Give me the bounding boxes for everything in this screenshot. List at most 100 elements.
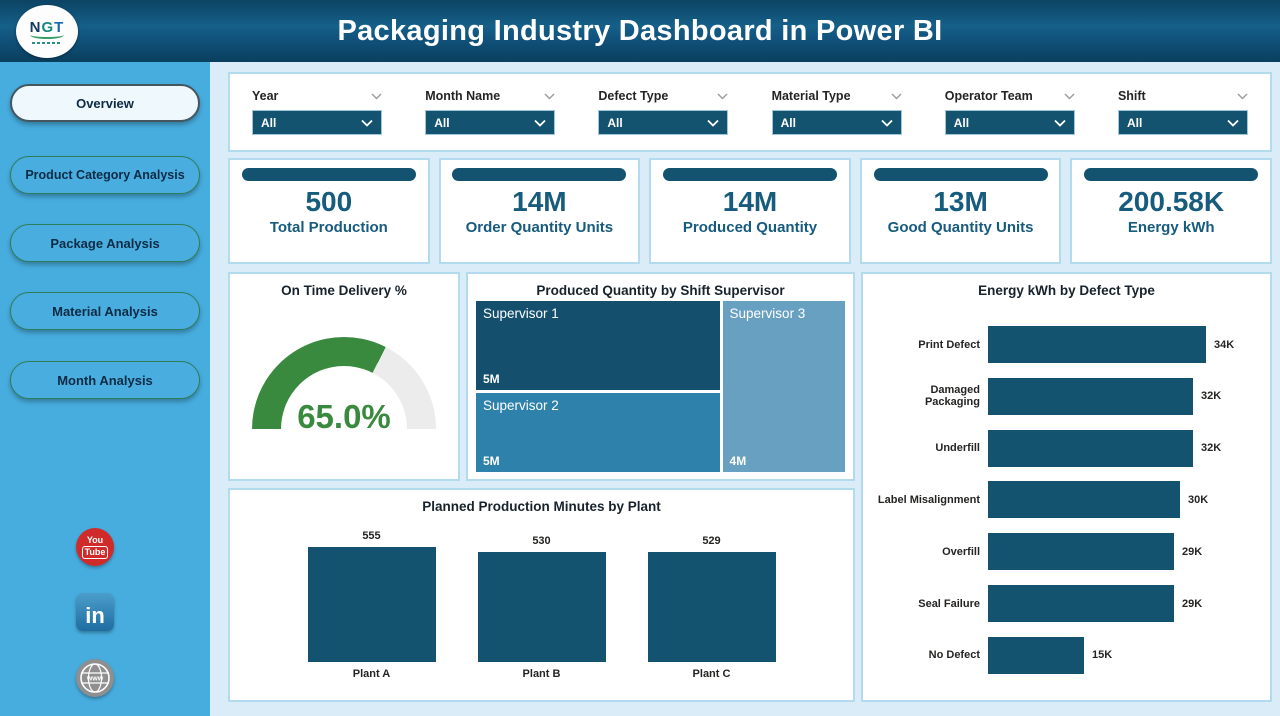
energy-bar-chart-panel: Energy kWh by Defect Type Print Defect 3…	[861, 272, 1272, 702]
gauge-value: 65.0%	[297, 398, 391, 435]
treemap-cell-supervisor-2[interactable]: Supervisor 2 5M	[476, 392, 720, 472]
sidebar-item-material-analysis[interactable]: Material Analysis	[10, 292, 200, 330]
kpi-card-produced-quantity: 14M Produced Quantity	[649, 158, 851, 264]
chevron-down-icon	[1237, 93, 1248, 99]
kpi-label: Order Quantity Units	[465, 219, 614, 236]
treemap-cell-supervisor-3[interactable]: Supervisor 3 4M	[722, 301, 845, 472]
slicer-label: Year	[252, 89, 279, 103]
kpi-card-total-production: 500 Total Production	[228, 158, 430, 264]
slicer-month-name-header[interactable]: Month Name	[425, 89, 555, 103]
slicer-label: Material Type	[771, 89, 851, 103]
bar-row: Label Misalignment 30K	[873, 481, 1260, 519]
slicer-defect-type: Defect Type All	[598, 89, 729, 135]
slicer-label: Shift	[1117, 89, 1146, 103]
chevron-down-icon	[1054, 119, 1066, 127]
slicer-month-name-dropdown[interactable]: All	[425, 110, 556, 135]
website-globe-icon[interactable]: www	[76, 659, 114, 697]
slicer-shift-dropdown[interactable]: All	[1117, 110, 1248, 135]
chevron-down-icon	[1227, 119, 1239, 127]
plant-chart-title: Planned Production Minutes by Plant	[422, 499, 661, 514]
column-plant-a: 555	[307, 520, 436, 662]
logo-tagline	[32, 41, 62, 44]
company-logo: NGT	[16, 5, 78, 58]
slicer-defect-type-dropdown[interactable]: All	[598, 110, 729, 135]
kpi-row: 500 Total Production 14M Order Quantity …	[228, 158, 1272, 264]
bar-no-defect[interactable]	[988, 636, 1084, 674]
slicer-material-type-header[interactable]: Material Type	[772, 89, 902, 103]
bar-print-defect[interactable]	[988, 326, 1206, 363]
slicer-year-dropdown[interactable]: All	[252, 110, 382, 135]
kpi-accent-bar	[1084, 168, 1259, 181]
kpi-label: Energy kWh	[1127, 219, 1215, 236]
kpi-card-good-quantity-units: 13M Good Quantity Units	[859, 158, 1062, 264]
bar-plant-a[interactable]	[307, 547, 436, 662]
bar-plant-b[interactable]	[477, 552, 606, 662]
treemap-panel: Produced Quantity by Shift Supervisor Su…	[466, 272, 855, 481]
bar-row: Print Defect 34K	[873, 326, 1260, 363]
sidebar-item-month-analysis[interactable]: Month Analysis	[10, 361, 200, 399]
treemap-cell-supervisor-1[interactable]: Supervisor 1 5M	[476, 301, 720, 390]
kpi-value: 500	[305, 186, 353, 217]
energy-chart-title: Energy kWh by Defect Type	[978, 283, 1155, 298]
sidebar: Overview Product Category Analysis Packa…	[0, 62, 210, 716]
chevron-down-icon	[1064, 93, 1075, 99]
logo-text: NGT	[29, 18, 65, 36]
svg-text:www: www	[86, 676, 104, 683]
slicer-year: Year All	[252, 89, 382, 135]
bar-label-misalignment[interactable]	[988, 481, 1180, 519]
slicer-defect-type-header[interactable]: Defect Type	[598, 89, 728, 103]
slicer-month-name: Month Name All	[425, 89, 556, 135]
column-plant-c: 529	[647, 520, 776, 662]
logo-swoosh	[30, 31, 64, 39]
slicer-shift-header[interactable]: Shift	[1118, 89, 1248, 103]
bar-row: Underfill 32K	[873, 429, 1260, 467]
energy-bar-rows: Print Defect 34K Damaged Packaging 32K U…	[873, 326, 1260, 674]
youtube-icon[interactable]: You Tube	[76, 528, 114, 566]
chevron-down-icon	[371, 93, 382, 99]
sidebar-item-package-analysis[interactable]: Package Analysis	[10, 224, 200, 262]
kpi-value: 14M	[722, 186, 778, 217]
kpi-accent-bar	[873, 168, 1048, 181]
treemap: Supervisor 1 5M Supervisor 2 5M Supervis…	[476, 301, 845, 472]
bar-seal-failure[interactable]	[988, 585, 1174, 623]
plant-column-chart-panel: Planned Production Minutes by Plant 555 …	[228, 488, 855, 702]
treemap-left-column: Supervisor 1 5M Supervisor 2 5M	[476, 301, 720, 472]
slicer-label: Operator Team	[944, 89, 1033, 103]
kpi-label: Total Production	[269, 219, 388, 236]
chevron-down-icon	[361, 119, 373, 127]
slicer-operator-team-header[interactable]: Operator Team	[945, 89, 1075, 103]
bar-row: Seal Failure 29K	[873, 585, 1260, 623]
column-plant-b: 530	[477, 520, 606, 662]
gauge-panel: On Time Delivery % 65.0%	[228, 272, 460, 481]
gauge-title: On Time Delivery %	[281, 283, 407, 298]
kpi-accent-bar	[663, 168, 837, 181]
chevron-down-icon	[891, 93, 902, 99]
on-time-delivery-gauge	[252, 337, 436, 429]
filter-panel: Year All Month Name All Defect Type	[228, 72, 1272, 152]
bar-row: Damaged Packaging 32K	[873, 377, 1260, 415]
kpi-card-order-quantity-units: 14M Order Quantity Units	[438, 158, 641, 264]
header: NGT Packaging Industry Dashboard in Powe…	[0, 0, 1280, 62]
plant-columns: 555 530 529	[230, 520, 853, 662]
chevron-down-icon	[534, 119, 546, 127]
page-title: Packaging Industry Dashboard in Power BI	[337, 14, 943, 47]
bar-damaged-packaging[interactable]	[988, 377, 1193, 415]
bar-overfill[interactable]	[988, 533, 1174, 571]
sidebar-item-product-category-analysis[interactable]: Product Category Analysis	[10, 156, 200, 194]
chevron-down-icon	[880, 119, 893, 127]
slicer-year-header[interactable]: Year	[252, 89, 382, 103]
slicer-material-type-dropdown[interactable]: All	[771, 110, 902, 135]
slicer-operator-team-dropdown[interactable]: All	[944, 110, 1075, 135]
linkedin-icon[interactable]: in	[76, 593, 114, 631]
kpi-accent-bar	[452, 168, 627, 181]
slicer-operator-team: Operator Team All	[944, 89, 1075, 135]
chevron-down-icon	[544, 93, 555, 99]
slicer-label: Month Name	[425, 89, 501, 103]
kpi-value: 13M	[933, 186, 988, 217]
bar-plant-c[interactable]	[647, 552, 776, 662]
chevron-down-icon	[707, 119, 720, 127]
slicer-material-type: Material Type All	[771, 89, 902, 135]
kpi-card-energy-kwh: 200.58K Energy kWh	[1070, 158, 1272, 264]
bar-underfill[interactable]	[988, 429, 1193, 467]
sidebar-item-overview[interactable]: Overview	[10, 84, 200, 122]
